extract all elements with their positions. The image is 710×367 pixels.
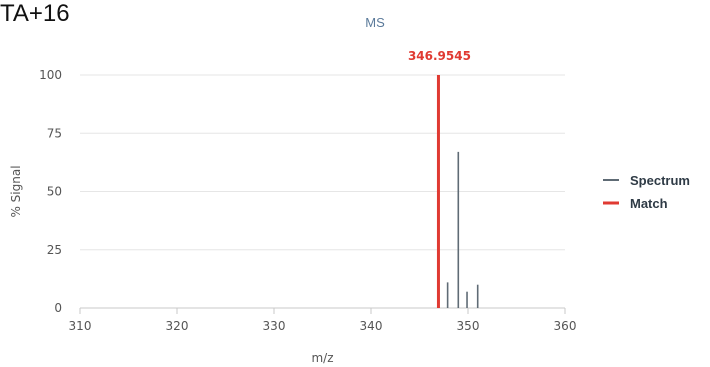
chart-title: MS <box>365 15 385 30</box>
legend[interactable]: Spectrum Match <box>603 173 690 211</box>
x-tick-label: 350 <box>457 319 480 333</box>
page-title: TA+16 <box>0 0 70 27</box>
y-tick-label: 0 <box>54 301 62 315</box>
y-tick-label: 75 <box>47 126 62 140</box>
x-tick-label: 340 <box>360 319 383 333</box>
y-tick-labels: 0 25 50 75 100 <box>39 68 62 315</box>
x-tick-labels: 310 320 330 340 350 360 <box>69 308 577 333</box>
y-tick-label: 50 <box>47 185 62 199</box>
x-tick-label: 330 <box>263 319 286 333</box>
y-tick-label: 25 <box>47 243 62 257</box>
spectrum-peaks <box>436 75 479 308</box>
legend-item-match[interactable]: Match <box>603 196 668 211</box>
x-tick-label: 320 <box>166 319 189 333</box>
x-tick-label: 310 <box>69 319 92 333</box>
legend-label: Match <box>630 196 668 211</box>
peak-annotations: 346.9545 <box>408 49 471 63</box>
y-axis-label: % Signal <box>9 165 23 217</box>
peak-label: 346.9545 <box>408 49 471 63</box>
x-tick-label: 360 <box>554 319 577 333</box>
x-axis-label: m/z <box>311 351 333 365</box>
legend-item-spectrum[interactable]: Spectrum <box>603 173 690 188</box>
legend-label: Spectrum <box>630 173 690 188</box>
y-tick-label: 100 <box>39 68 62 82</box>
grid-lines <box>80 74 565 309</box>
